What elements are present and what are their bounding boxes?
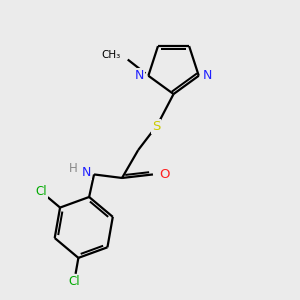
Text: Cl: Cl bbox=[68, 275, 80, 289]
Text: N: N bbox=[203, 69, 213, 82]
Text: Cl: Cl bbox=[35, 185, 47, 198]
Text: N: N bbox=[82, 167, 91, 179]
Text: CH₃: CH₃ bbox=[101, 50, 120, 60]
Text: S: S bbox=[152, 120, 160, 133]
Text: H: H bbox=[69, 162, 78, 175]
Text: N: N bbox=[135, 69, 144, 82]
Text: O: O bbox=[159, 168, 170, 181]
